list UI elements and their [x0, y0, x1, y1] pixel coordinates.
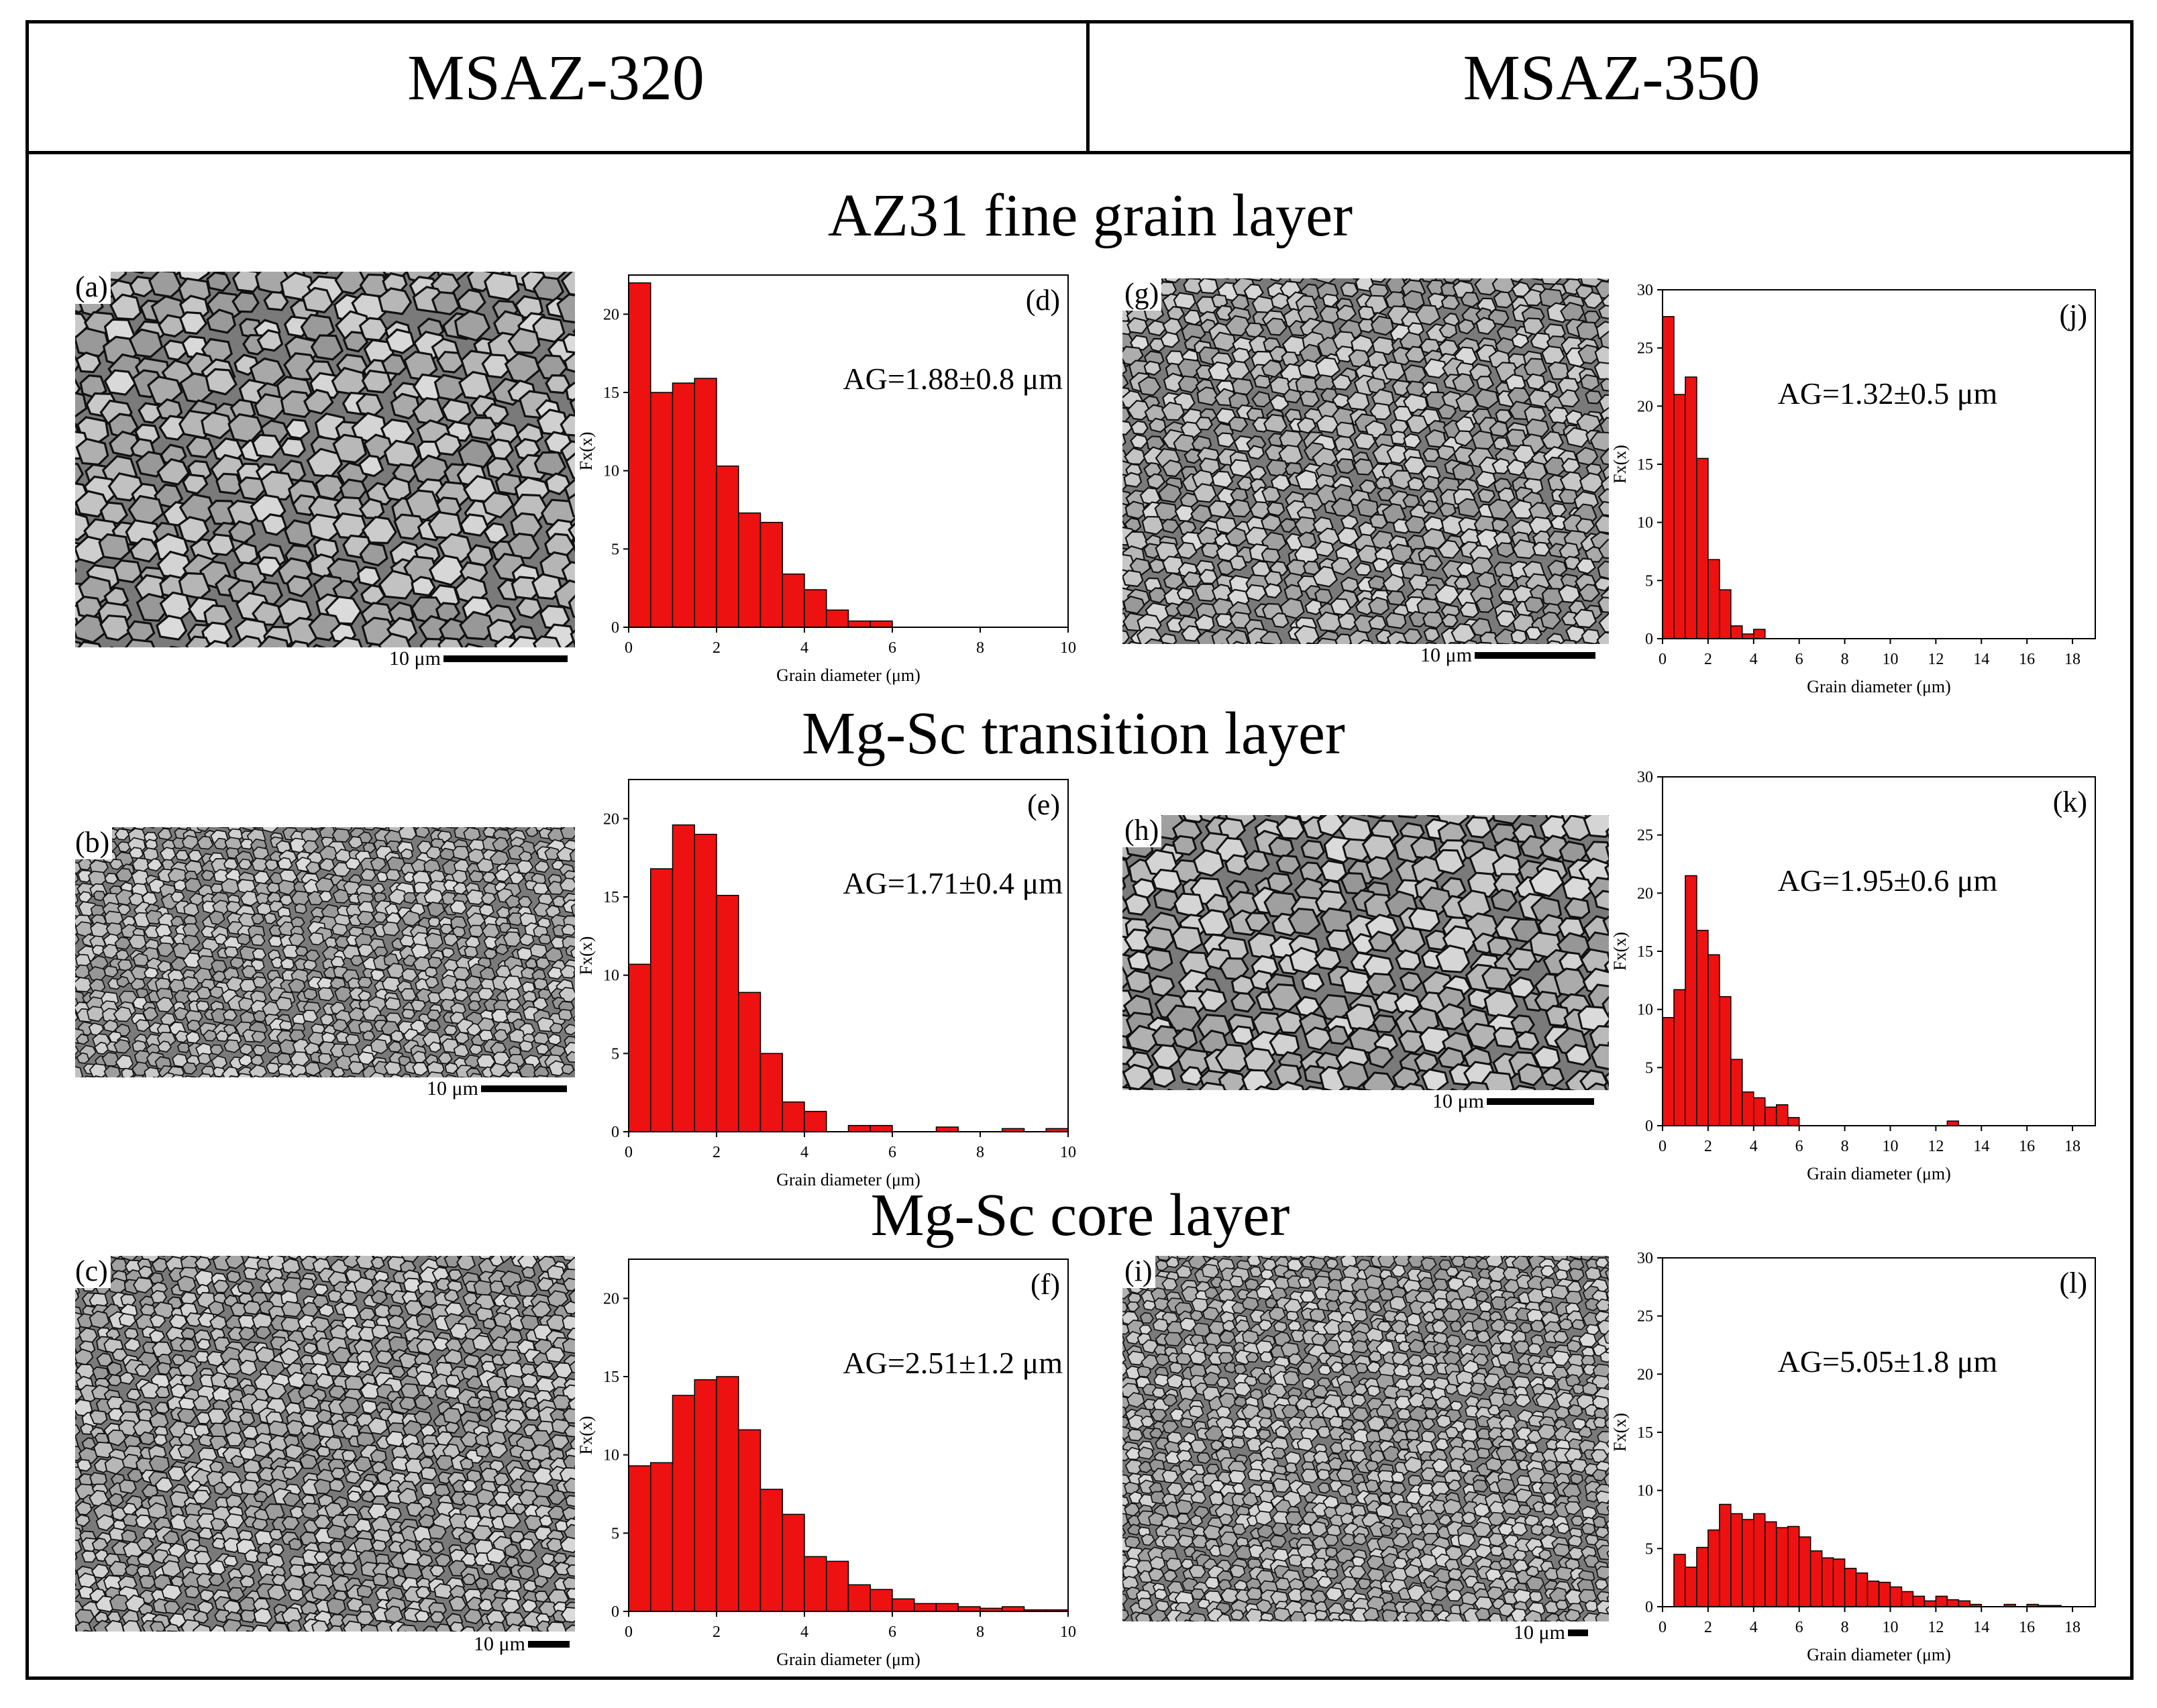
grain-texture	[75, 1256, 575, 1632]
panel-label-b: (b)	[72, 825, 113, 859]
scalebar-a-bar	[443, 655, 568, 662]
section-title-middle: Mg-Sc transition layer	[802, 700, 1345, 767]
grain-texture	[1122, 278, 1609, 644]
micrograph-a	[75, 272, 575, 647]
panel-label-i: (i)	[1122, 1254, 1155, 1288]
grain-texture	[1122, 815, 1609, 1090]
grain-texture	[75, 827, 575, 1077]
scalebar-a-label: 10 μm	[389, 647, 441, 670]
scalebar-c-label: 10 μm	[474, 1633, 525, 1655]
scalebar-a: 10 μm	[389, 647, 568, 670]
scalebar-h: 10 μm	[1432, 1090, 1594, 1113]
left-column-title: MSAZ-320	[407, 42, 704, 113]
column-divider	[1086, 20, 1090, 152]
scalebar-c-bar	[527, 1641, 570, 1648]
micrograph-g	[1122, 278, 1609, 644]
scalebar-g-label: 10 μm	[1420, 644, 1472, 666]
scalebar-g: 10 μm	[1420, 644, 1595, 667]
scalebar-h-label: 10 μm	[1432, 1090, 1484, 1112]
scalebar-i-label: 10 μm	[1514, 1621, 1565, 1644]
scalebar-c: 10 μm	[474, 1633, 570, 1656]
panel-label-h: (h)	[1122, 813, 1162, 847]
scalebar-b-bar	[480, 1085, 567, 1092]
panel-label-g: (g)	[1122, 276, 1162, 311]
grain-texture	[75, 272, 575, 647]
right-column-title: MSAZ-350	[1463, 42, 1760, 113]
micrograph-h	[1122, 815, 1609, 1090]
scalebar-i-bar	[1567, 1630, 1588, 1636]
panel-label-c: (c)	[72, 1254, 111, 1288]
scalebar-h-bar	[1486, 1098, 1594, 1105]
scalebar-b: 10 μm	[427, 1077, 567, 1100]
scalebar-g-bar	[1474, 652, 1595, 659]
micrograph-c	[75, 1256, 575, 1632]
micrograph-b	[75, 827, 575, 1077]
scalebar-b-label: 10 μm	[427, 1077, 478, 1100]
section-title-bottom: Mg-Sc core layer	[870, 1182, 1290, 1248]
section-title-top: AZ31 fine grain layer	[827, 182, 1353, 249]
micrograph-i	[1122, 1256, 1609, 1621]
panel-label-a: (a)	[72, 270, 111, 304]
figure-frame	[25, 20, 2134, 1680]
scalebar-i: 10 μm	[1514, 1621, 1588, 1644]
grain-texture	[1122, 1256, 1609, 1621]
header-divider	[25, 151, 2134, 154]
